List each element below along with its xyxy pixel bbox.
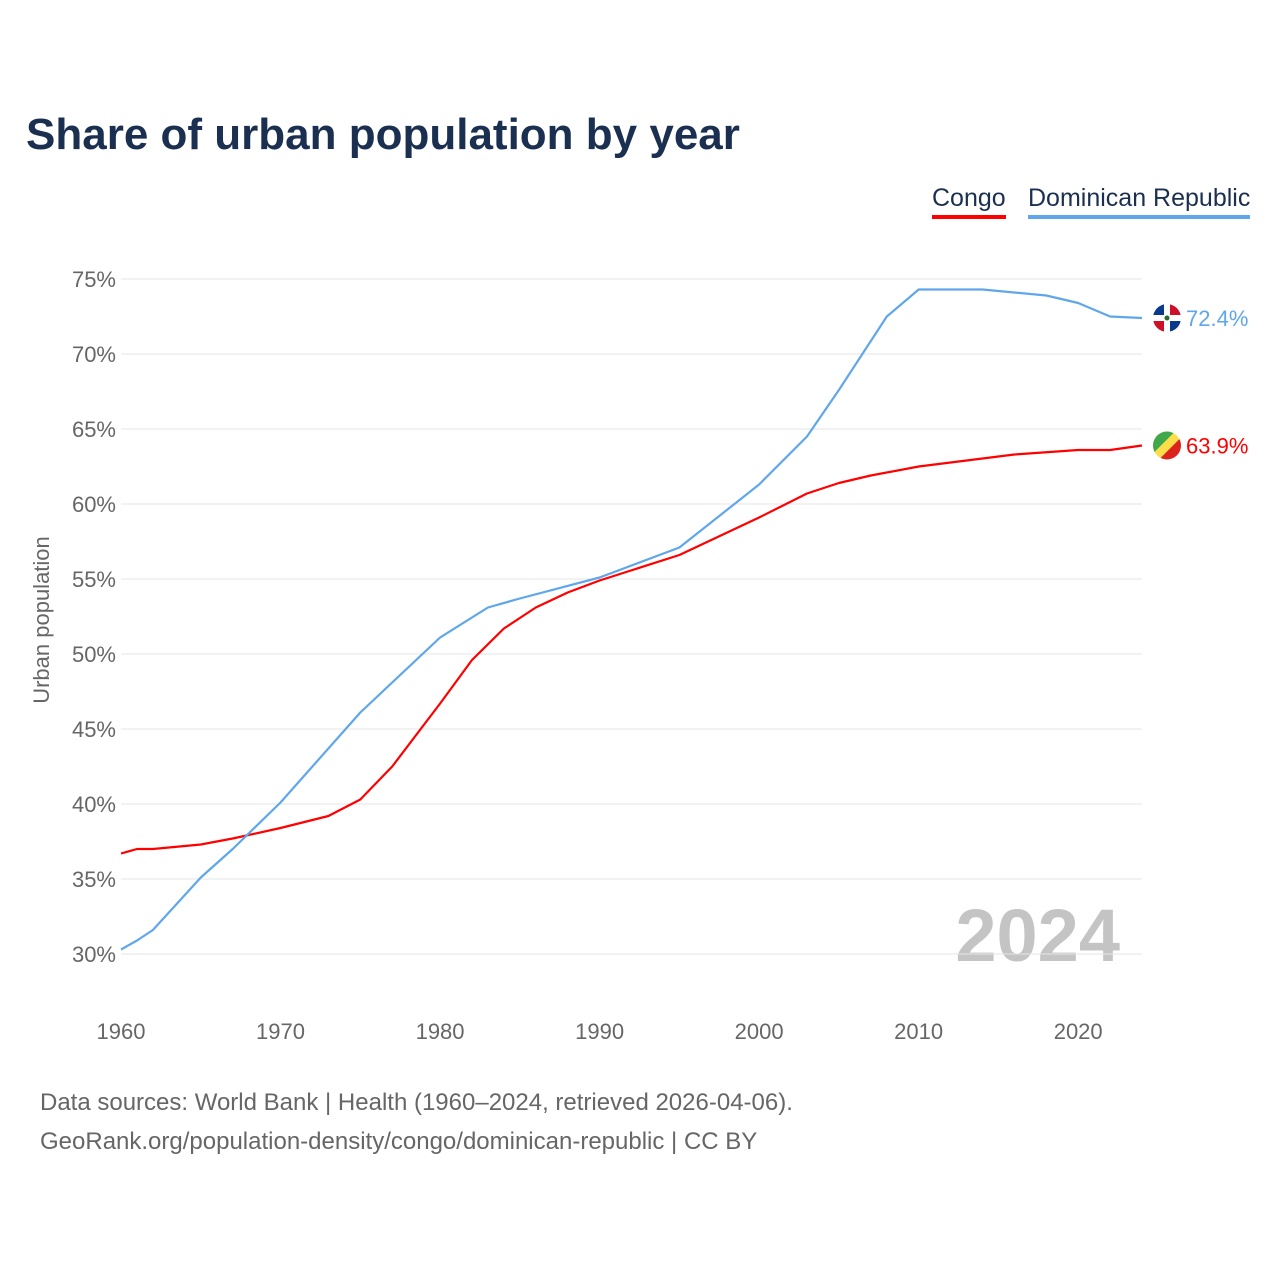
y-tick-label: 70% [72, 342, 116, 367]
x-tick-label: 1970 [256, 1019, 305, 1044]
end-value-label: 72.4% [1186, 306, 1248, 331]
flag-icon-dominican-republic [1153, 304, 1181, 332]
y-tick-label: 50% [72, 642, 116, 667]
y-tick-label: 35% [72, 867, 116, 892]
x-tick-label: 2020 [1054, 1019, 1103, 1044]
series-line-dominican-republic [120, 288, 1143, 951]
legend-item-dominican-republic[interactable]: Dominican Republic [1028, 184, 1251, 219]
y-tick-label: 55% [72, 567, 116, 592]
x-tick-label: 1990 [575, 1019, 624, 1044]
end-value-label: 63.9% [1186, 434, 1248, 459]
source-text: Data sources: World Bank | Health (1960–… [40, 1089, 793, 1116]
x-tick-label: 1980 [416, 1019, 465, 1044]
y-tick-label: 40% [72, 792, 116, 817]
y-tick-label: 60% [72, 492, 116, 517]
x-tick-label: 2010 [894, 1019, 943, 1044]
year-watermark: 2024 [955, 894, 1120, 977]
series-line-congo [120, 444, 1143, 855]
y-tick-label: 45% [72, 717, 116, 742]
x-tick-label: 1960 [97, 1019, 146, 1044]
x-tick-label: 2000 [735, 1019, 784, 1044]
y-tick-label: 75% [72, 267, 116, 292]
y-tick-label: 30% [72, 942, 116, 967]
y-tick-label: 65% [72, 417, 116, 442]
legend-item-congo[interactable]: Congo [932, 184, 1006, 219]
source-url[interactable]: GeoRank.org/population-density/congo/dom… [40, 1128, 758, 1155]
chart-title: Share of urban population by year [26, 110, 740, 159]
flag-icon-congo [1153, 431, 1181, 460]
